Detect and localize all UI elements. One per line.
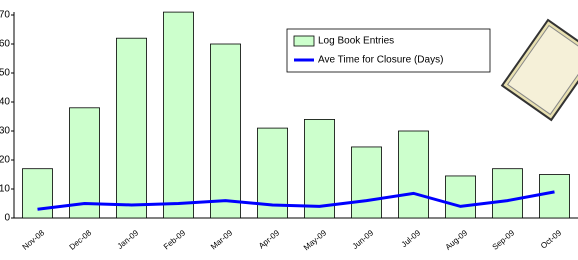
legend-label: Ave Time for Closure (Days): [318, 55, 443, 66]
y-tick-label: 30: [0, 126, 10, 137]
x-tick-label: Aug-09: [444, 228, 470, 252]
x-tick-label: Jul-09: [400, 228, 423, 249]
y-tick-label: 10: [0, 184, 10, 195]
y-tick-label: 20: [0, 155, 10, 166]
legend: Log Book Entries Ave Time for Closure (Da…: [287, 29, 490, 72]
x-tick-label: Mar-09: [209, 228, 235, 252]
bar: [22, 169, 52, 218]
bar: [69, 108, 99, 218]
x-tick-label: May-09: [302, 228, 329, 252]
y-tick-label: 60: [0, 39, 10, 50]
x-tick-label: Feb-09: [162, 228, 188, 252]
bar: [116, 38, 146, 218]
y-tick-label: 40: [0, 97, 10, 108]
y-tick-label: 0: [4, 213, 10, 224]
x-tick-label: Jan-09: [116, 228, 141, 251]
bar: [539, 175, 569, 219]
x-tick-label: Oct-09: [539, 228, 564, 251]
line: [38, 192, 555, 209]
bar: [445, 176, 475, 218]
bar: [492, 169, 522, 218]
legend-swatch: [294, 36, 314, 46]
y-tick-label: 50: [0, 68, 10, 79]
bar: [304, 119, 334, 218]
x-tick-label: Apr-09: [257, 228, 282, 251]
bar: [351, 147, 381, 218]
chart: 0 10 20 30 40 50 60 70 Nov-08 Dec-08 Jan-09 Feb-09 M…: [0, 0, 578, 260]
x-tick-label: Nov-08: [21, 228, 47, 252]
book-image: [502, 20, 578, 120]
bar: [210, 44, 240, 218]
bar: [398, 131, 428, 218]
y-tick-label: 70: [0, 10, 10, 21]
legend-label: Log Book Entries: [318, 36, 394, 47]
x-tick-label: Jun-09: [351, 228, 376, 251]
bar: [163, 12, 193, 218]
x-tick-label: Dec-08: [68, 228, 94, 252]
x-tick-label: Sep-09: [491, 228, 517, 252]
